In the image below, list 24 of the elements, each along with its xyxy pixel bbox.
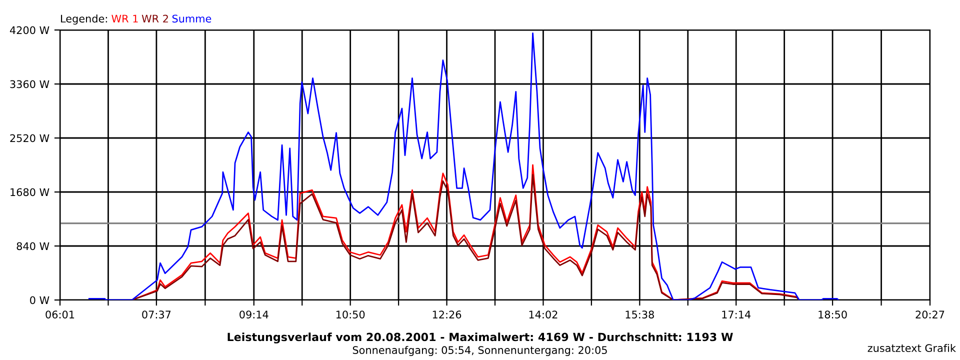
x-tick-label: 06:01 (46, 310, 74, 318)
x-tick-label: 17:14 (722, 310, 751, 318)
x-tick-label: 07:37 (142, 310, 171, 318)
x-tick-label: 12:26 (432, 310, 462, 318)
x-tick-label: 09:14 (240, 310, 268, 318)
x-tick-label: 15:38 (626, 310, 654, 318)
text: Sonnenaufgang: 05:54, Sonnenuntergang: 20:05 (352, 346, 607, 356)
x-tick-label: 14:02 (529, 310, 558, 318)
y-tick-label: 3360 W (10, 80, 50, 88)
x-tick-label: 18:50 (818, 310, 847, 318)
y-tick-label: 840 W (16, 242, 50, 250)
legend-title: Legende: (61, 14, 107, 25)
y-tick-label: 2520 W (10, 134, 50, 142)
text: Leistungsverlauf vom 20.08.2001 - Maximalwert: 4169 W - Durchschnitt: 1193 W (228, 332, 733, 344)
y-tick-label: 1680 W (10, 188, 50, 196)
line-series (88, 32, 840, 300)
text: Summe (172, 14, 212, 23)
y-tick-label: 4200 W (10, 26, 50, 34)
x-tick-label: 20:27 (916, 310, 944, 318)
y-tick-label: 0 W (30, 296, 50, 304)
x-tick-label: 10:50 (336, 310, 365, 318)
text: WR 2 (142, 14, 168, 22)
text: zusatztext Grafik (868, 344, 956, 352)
text: WR 1 (112, 14, 138, 22)
